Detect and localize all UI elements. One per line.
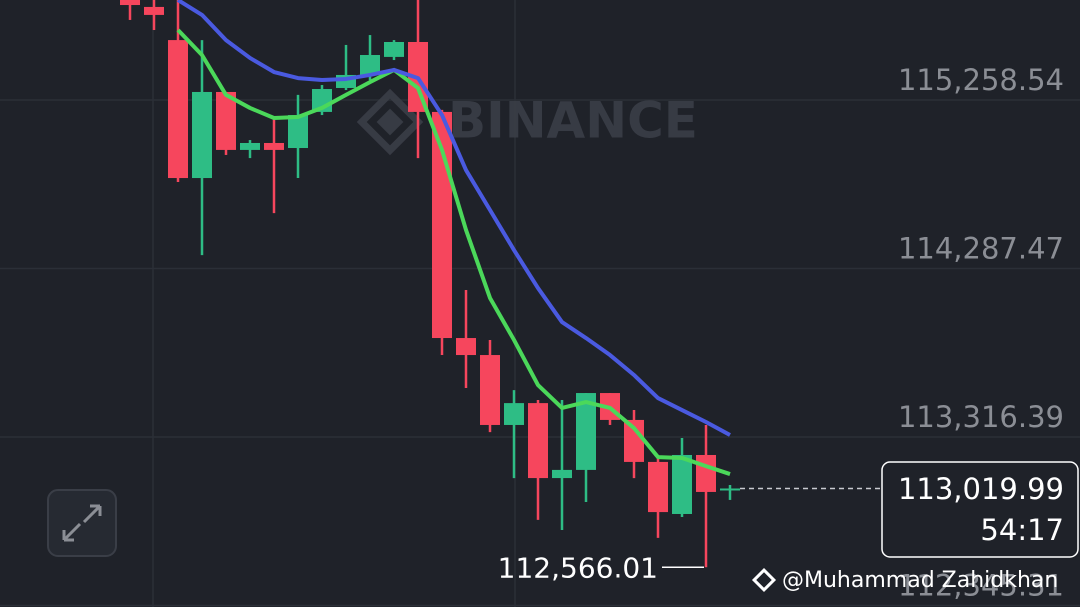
- candle-body: [288, 115, 308, 149]
- candle-body: [144, 6, 164, 15]
- expand-icon[interactable]: [62, 504, 102, 542]
- candle-body: [168, 40, 188, 179]
- candle-body: [264, 142, 284, 150]
- candle-body: [360, 55, 380, 75]
- candle-body: [576, 393, 596, 470]
- attribution-icon: [751, 567, 777, 593]
- attribution-text: @Muhammad Zahidkhan: [782, 568, 1058, 593]
- expand-button[interactable]: [47, 489, 117, 557]
- attribution: @Muhammad Zahidkhan: [751, 567, 1058, 593]
- y-tick-label: 112,345.31: [898, 569, 1064, 603]
- y-tick-label: 113,316.39: [898, 400, 1064, 434]
- low-label: 112,566.01: [498, 551, 658, 584]
- candle-body: [192, 91, 212, 179]
- watermark-text: BINANCE: [448, 92, 698, 150]
- price-box: [881, 461, 1079, 558]
- plot: [120, 0, 740, 568]
- expand-button-bg[interactable]: [47, 489, 117, 557]
- candle-body: [648, 461, 668, 513]
- countdown: 54:17: [980, 513, 1064, 547]
- candle-body: [384, 41, 404, 57]
- ma-line: [176, 0, 731, 437]
- candle-body: [504, 403, 524, 425]
- candle-body: [696, 454, 716, 492]
- candle-body: [528, 403, 548, 479]
- overlay: 113,019.99 54:17 112,566.01: [498, 461, 1079, 584]
- candle-body: [552, 469, 572, 479]
- y-tick-label: 115,258.54: [898, 63, 1064, 97]
- candle-body: [240, 142, 260, 150]
- y-axis: 115,258.54 114,287.47 113,316.39 112,345.31: [898, 63, 1064, 603]
- watermark: BINANCE: [356, 88, 698, 156]
- candle-body: [480, 355, 500, 425]
- candle-body: [456, 338, 476, 356]
- candle-body: [672, 454, 692, 514]
- candle-body: [120, 0, 140, 6]
- y-tick-label: 114,287.47: [898, 232, 1064, 266]
- candle-body: [216, 91, 236, 150]
- watermark-logo: [356, 88, 424, 156]
- candle-body: [624, 419, 644, 462]
- ma-line: [176, 28, 731, 476]
- price-label: 113,019.99: [898, 472, 1064, 506]
- candle-body: [720, 488, 740, 491]
